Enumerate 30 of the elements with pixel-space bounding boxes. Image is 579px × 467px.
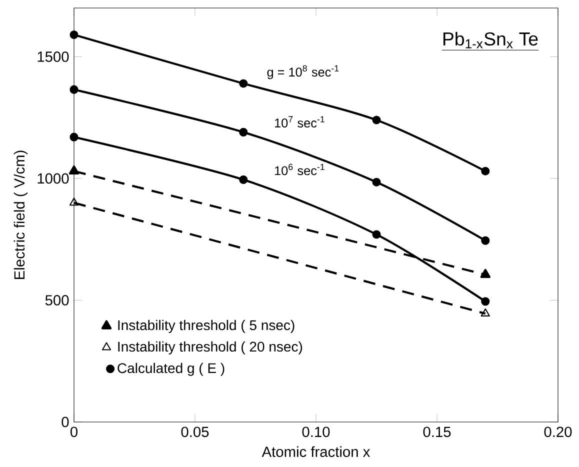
y-tick-label: 1000 — [38, 173, 69, 184]
point — [481, 297, 490, 306]
point — [239, 128, 248, 136]
x-tick-label: 0.15 — [423, 426, 451, 438]
legend-label: Calculated g ( E ) — [118, 362, 224, 376]
point — [481, 236, 490, 245]
y-tick-label: 500 — [45, 295, 69, 306]
point — [239, 175, 248, 184]
point — [372, 116, 381, 124]
point — [372, 178, 381, 186]
x-tick-label: 0.05 — [181, 426, 209, 438]
y-axis-title: Electric field ( V/cm) — [14, 150, 28, 279]
y-tick-label: 1500 — [38, 52, 69, 62]
x-tick-label: 0.20 — [544, 426, 572, 438]
legend-label: Instability threshold ( 5 nsec) — [118, 320, 294, 333]
annotation: g = 10$^{8}$ sec$^{-1}$ — [267, 65, 339, 80]
point — [239, 79, 248, 88]
point — [70, 132, 78, 142]
point — [372, 230, 381, 239]
x-axis-title: Atomic fraction x — [262, 446, 370, 458]
x-tick-label: 0 — [70, 426, 78, 438]
point — [481, 166, 490, 176]
legend-label: Instability threshold ( 20 nsec) — [118, 341, 302, 354]
x-tick-label: 0.10 — [302, 426, 330, 438]
point — [70, 85, 78, 94]
y-tick-label: 0 — [62, 416, 69, 428]
annotation: 10$^{7}$ sec$^{-1}$ — [275, 116, 324, 128]
annotation: 10$^{6}$ sec$^{-1}$ — [275, 164, 324, 176]
text: Pb$_{1-x}$Sn$_{x}$ Te — [443, 32, 538, 48]
point — [70, 30, 78, 40]
